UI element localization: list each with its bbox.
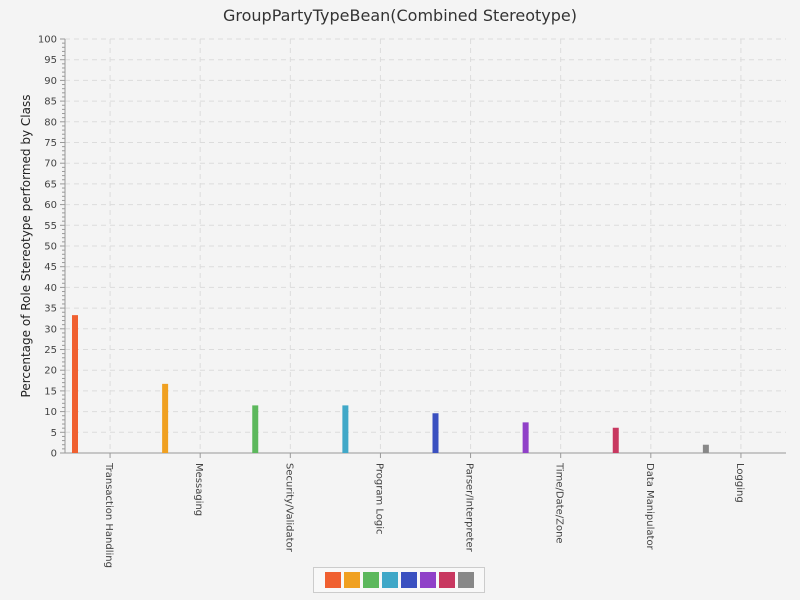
bar[interactable] bbox=[612, 427, 619, 453]
bar[interactable] bbox=[342, 405, 349, 453]
x-tick-label: Parser/Interpreter bbox=[464, 463, 475, 553]
bar[interactable] bbox=[522, 422, 529, 453]
y-tick-label: 75 bbox=[44, 138, 57, 149]
y-tick-label: 65 bbox=[44, 179, 57, 190]
legend-swatch[interactable] bbox=[419, 572, 436, 588]
bar[interactable] bbox=[432, 413, 439, 453]
y-tick-label: 20 bbox=[44, 366, 57, 377]
y-tick-label: 5 bbox=[51, 428, 57, 439]
y-tick-label: 100 bbox=[38, 35, 57, 46]
y-tick-label: 95 bbox=[44, 55, 57, 66]
legend-swatch[interactable] bbox=[343, 572, 360, 588]
x-tick-label: Transaction Handling bbox=[103, 462, 114, 568]
y-tick-label: 85 bbox=[44, 97, 57, 108]
y-tick-label: 35 bbox=[44, 304, 57, 315]
x-tick-label: Time/Date/Zone bbox=[554, 462, 565, 544]
y-tick-label: 10 bbox=[44, 407, 57, 418]
bar[interactable] bbox=[162, 383, 169, 453]
legend-swatch[interactable] bbox=[324, 572, 341, 588]
y-tick-label: 45 bbox=[44, 262, 57, 273]
y-tick-label: 30 bbox=[44, 324, 57, 335]
x-tick-label: Messaging bbox=[193, 463, 204, 516]
y-tick-label: 40 bbox=[44, 283, 57, 294]
bar[interactable] bbox=[702, 444, 709, 453]
legend bbox=[313, 567, 485, 593]
y-tick-label: 25 bbox=[44, 345, 57, 356]
bar[interactable] bbox=[252, 405, 259, 453]
y-tick-label: 90 bbox=[44, 76, 57, 87]
x-tick-label: Security/Validator bbox=[283, 463, 294, 553]
y-tick-label: 80 bbox=[44, 117, 57, 128]
y-tick-label: 55 bbox=[44, 221, 57, 232]
chart-title: GroupPartyTypeBean(Combined Stereotype) bbox=[222, 6, 577, 25]
legend-swatch[interactable] bbox=[362, 572, 379, 588]
y-tick-label: 70 bbox=[44, 159, 57, 170]
legend-swatch[interactable] bbox=[381, 572, 398, 588]
x-tick-label: Data Manipulator bbox=[644, 463, 655, 551]
y-tick-label: 15 bbox=[44, 386, 57, 397]
y-ticks: 0 5 10 15 20 25 30 35 40 45 50 55 60 65 70 75 80 85 90 95 10… bbox=[38, 35, 57, 460]
grid bbox=[65, 38, 786, 453]
axes bbox=[60, 38, 786, 458]
y-tick-label: 60 bbox=[44, 200, 57, 211]
legend-swatch[interactable] bbox=[457, 572, 474, 588]
bars bbox=[72, 315, 709, 453]
legend-swatch[interactable] bbox=[400, 572, 417, 588]
x-ticks: Transaction Handling Messaging Security/Va… bbox=[103, 462, 745, 568]
legend-swatch[interactable] bbox=[438, 572, 455, 588]
x-tick-label: Logging bbox=[734, 463, 745, 503]
y-axis-label: Percentage of Role Stereotype performed … bbox=[19, 95, 33, 398]
bar[interactable] bbox=[72, 315, 78, 453]
y-tick-label: 0 bbox=[51, 449, 57, 460]
x-tick-label: Program Logic bbox=[373, 463, 384, 535]
y-tick-label: 50 bbox=[44, 242, 57, 253]
